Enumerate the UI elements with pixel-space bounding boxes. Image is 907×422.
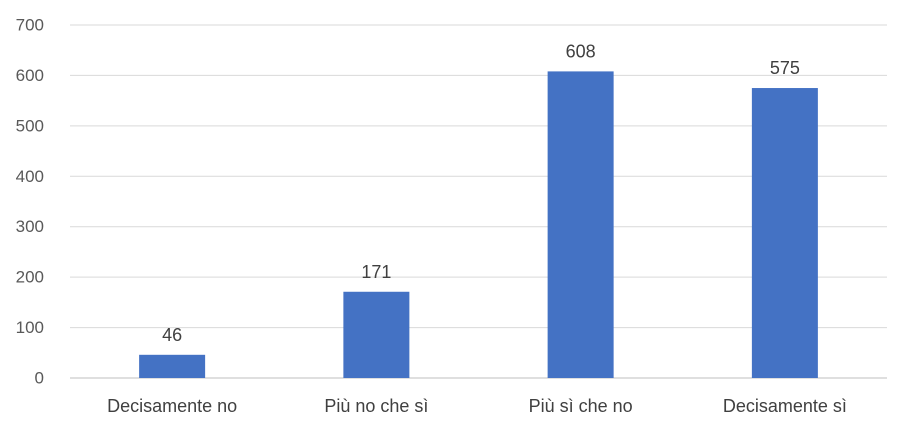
x-category-label-1: Decisamente no: [107, 396, 237, 416]
y-tick-label-500: 500: [16, 116, 44, 135]
data-labels: 46 171 608 575: [162, 41, 800, 344]
y-tick-label-300: 300: [16, 217, 44, 236]
x-axis-category-labels: Decisamente no Più no che sì Più sì che no…: [107, 396, 847, 416]
data-label-2: 171: [361, 262, 391, 282]
data-label-4: 575: [770, 58, 800, 78]
y-tick-label-400: 400: [16, 167, 44, 186]
x-category-label-2: Più no che sì: [324, 396, 428, 416]
gridlines: [70, 24, 887, 379]
x-category-label-3: Più sì che no: [529, 396, 633, 416]
y-tick-label-200: 200: [16, 268, 44, 287]
data-label-1: 46: [162, 325, 182, 345]
y-tick-label-700: 700: [16, 16, 44, 35]
bar-2: [343, 291, 410, 378]
bar-1: [139, 354, 206, 378]
data-label-3: 608: [566, 41, 596, 61]
y-tick-label-100: 100: [16, 318, 44, 337]
bar-3: [547, 71, 614, 378]
x-category-label-4: Decisamente sì: [723, 396, 847, 416]
y-tick-label-600: 600: [16, 66, 44, 85]
bars: [139, 71, 818, 379]
y-tick-label-0: 0: [35, 369, 44, 388]
bar-4: [751, 88, 818, 379]
y-axis-tick-labels: 0 100 200 300 400 500 600 700: [16, 16, 44, 388]
